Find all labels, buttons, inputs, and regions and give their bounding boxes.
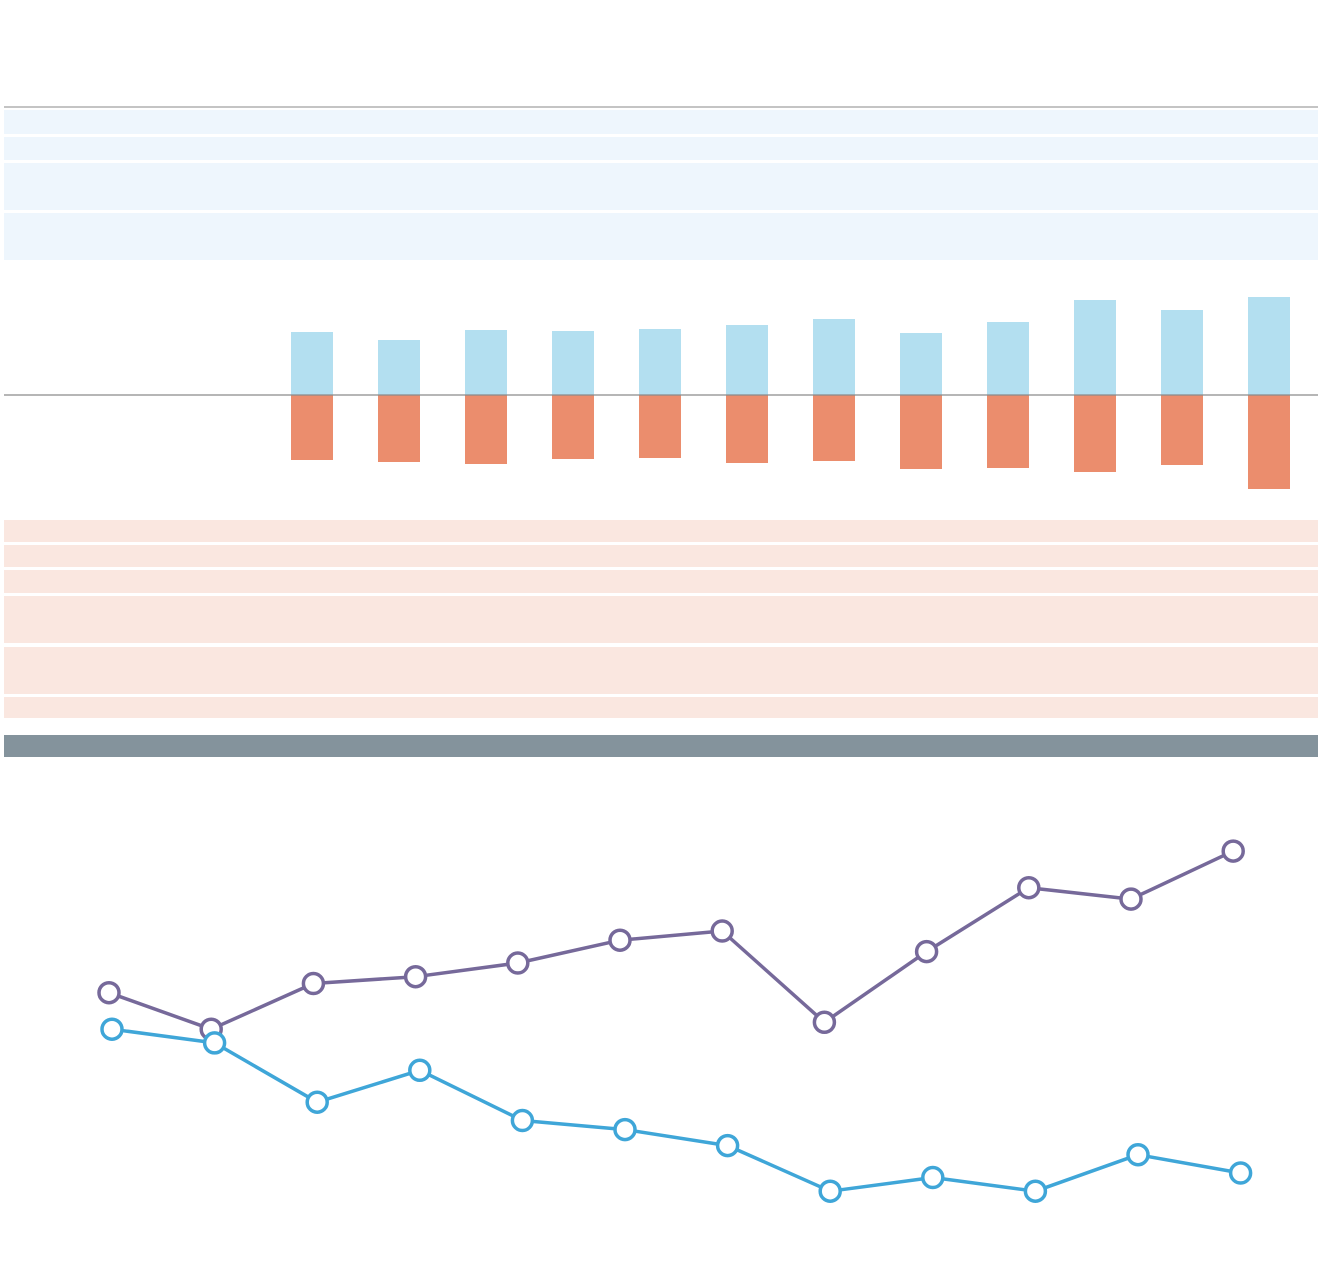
positive-bar-7 [552, 331, 594, 395]
negative-bar-12 [987, 395, 1029, 468]
line-2-point-5 [510, 1108, 535, 1133]
positive-bar-5 [378, 340, 420, 395]
line-2-point-9 [921, 1165, 945, 1190]
positive-bar-10 [813, 319, 855, 395]
lower-band-6 [4, 697, 1318, 718]
lower-band-5 [4, 647, 1318, 694]
line-2-point-7 [715, 1133, 740, 1158]
negative-bar-4 [291, 395, 333, 460]
positive-bar-14 [1161, 310, 1203, 395]
line-2-point-8 [818, 1179, 842, 1203]
line-2-point-4 [408, 1058, 432, 1083]
line-2-point-6 [613, 1117, 637, 1142]
negative-bar-15 [1248, 395, 1290, 489]
line-2-point-12 [1228, 1161, 1253, 1185]
lower-band-1 [4, 520, 1318, 542]
negative-bar-6 [465, 395, 507, 464]
line-2-point-3 [305, 1090, 329, 1114]
bar-series [291, 297, 1290, 489]
lower-band-2 [4, 545, 1318, 567]
line-1-point-6 [608, 928, 632, 952]
upper-band-4 [4, 213, 1318, 260]
line-1-point-10 [1017, 875, 1041, 900]
negative-bar-14 [1161, 395, 1203, 465]
line-1-point-9 [914, 939, 939, 964]
positive-bar-4 [291, 332, 333, 395]
upper-band-3 [4, 163, 1318, 210]
line-1-point-5 [506, 951, 530, 975]
positive-bar-13 [1074, 300, 1116, 395]
axis-lines [4, 106, 1318, 396]
lower-band-3 [4, 570, 1318, 593]
background-bands [4, 110, 1318, 757]
line-2-point-1 [100, 1017, 124, 1041]
line-series-2 [100, 1017, 1253, 1203]
negative-bar-10 [813, 395, 855, 461]
positive-bar-6 [465, 330, 507, 395]
line-series [97, 839, 1253, 1203]
line-2-point-10 [1023, 1179, 1048, 1203]
upper-band-1 [4, 110, 1318, 134]
negative-bar-7 [552, 395, 594, 459]
negative-bar-11 [900, 395, 942, 469]
line-1-point-4 [403, 964, 428, 989]
positive-bar-12 [987, 322, 1029, 395]
lower-band-4 [4, 596, 1318, 643]
line-1-point-8 [812, 1010, 837, 1035]
positive-bar-11 [900, 333, 942, 395]
negative-bar-13 [1074, 395, 1116, 472]
negative-bar-9 [726, 395, 768, 463]
positive-bar-15 [1248, 297, 1290, 395]
divider-bar [4, 735, 1318, 757]
line-1-point-12 [1221, 839, 1245, 863]
line-1-point-3 [301, 971, 326, 996]
positive-bar-9 [726, 325, 768, 395]
negative-bar-8 [639, 395, 681, 458]
line-1-point-7 [710, 919, 734, 943]
negative-bar-5 [378, 395, 420, 462]
line-2-point-2 [202, 1031, 227, 1055]
positive-bar-8 [639, 329, 681, 395]
upper-band-2 [4, 137, 1318, 160]
line-path-2 [111, 1027, 1241, 1193]
line-series-1 [97, 839, 1245, 1041]
line-2-point-11 [1126, 1142, 1150, 1167]
line-path-1 [108, 849, 1234, 1031]
line-1-point-11 [1119, 887, 1143, 911]
line-1-point-1 [97, 980, 121, 1005]
